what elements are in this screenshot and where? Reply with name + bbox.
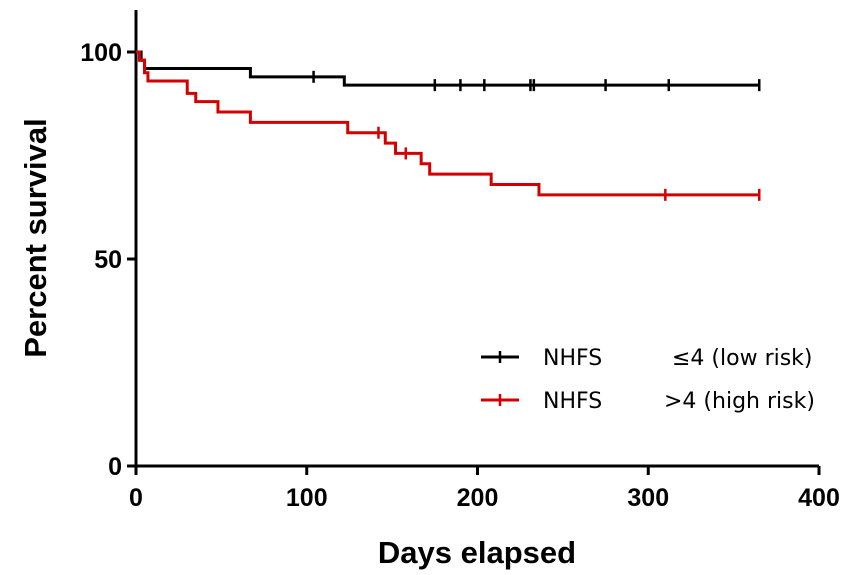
legend: NHFS ≤4 (low risk) NHFS >4 (high risk) <box>481 346 815 414</box>
series-1-curve <box>136 50 760 197</box>
y-ticks: 0 50 100 <box>80 39 136 481</box>
y-tick-label-1: 50 <box>94 246 122 274</box>
series-0-curve <box>136 50 760 87</box>
legend-series-name-low-risk: NHFS <box>543 346 602 371</box>
legend-entry-low-risk: NHFS ≤4 (low risk) <box>481 346 813 371</box>
x-axis-title: Days elapsed <box>378 535 576 570</box>
legend-entry-high-risk: NHFS >4 (high risk) <box>481 389 815 414</box>
legend-series-label-high-risk: >4 (high risk) <box>664 389 815 414</box>
legend-series-label-low-risk: ≤4 (low risk) <box>672 346 813 371</box>
x-tick-label-1: 100 <box>286 484 328 512</box>
x-tick-label-3: 300 <box>627 484 669 512</box>
x-tick-label-4: 400 <box>798 484 840 512</box>
y-tick-label-0: 0 <box>108 453 122 481</box>
series-layer <box>136 50 761 201</box>
y-axis-title: Percent survival <box>18 118 53 358</box>
legend-series-name-high-risk: NHFS <box>543 389 602 414</box>
x-tick-label-2: 200 <box>457 484 499 512</box>
x-tick-label-0: 0 <box>129 484 143 512</box>
y-tick-label-2: 100 <box>80 39 122 67</box>
x-ticks: 0 100 200 300 400 <box>129 466 840 512</box>
